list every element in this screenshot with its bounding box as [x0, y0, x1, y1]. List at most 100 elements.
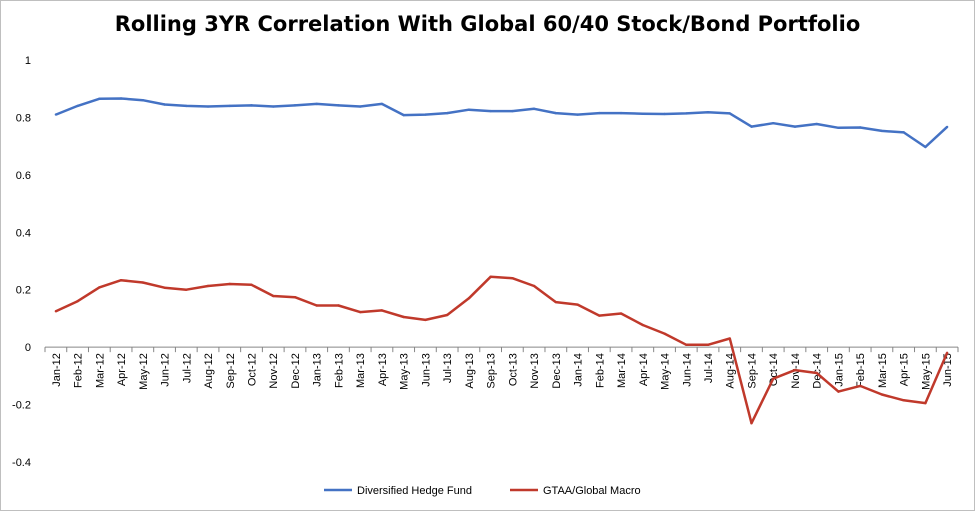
data-point	[250, 104, 253, 107]
data-point	[706, 111, 710, 114]
data-point	[815, 122, 818, 126]
data-point	[837, 126, 840, 129]
data-point	[685, 112, 688, 115]
x-tick-label: Aug-14	[725, 353, 737, 388]
data-point	[793, 125, 797, 128]
data-point	[185, 104, 188, 108]
data-point	[163, 103, 166, 106]
x-tick-label: Nov-12	[268, 353, 280, 388]
x-tick-label: May-13	[399, 353, 411, 390]
x-tick-label: Feb-14	[594, 353, 606, 388]
data-point	[554, 300, 558, 304]
y-tick-label: 0.2	[16, 285, 31, 297]
data-point	[359, 310, 362, 314]
x-tick-label: Jan-15	[833, 353, 845, 387]
x-tick-label: May-15	[920, 353, 932, 390]
x-tick-label: Oct-12	[247, 353, 259, 386]
y-tick-label: 0.6	[16, 170, 31, 182]
x-tick-label: Jun-15	[942, 353, 954, 387]
data-point	[445, 313, 449, 317]
data-point	[902, 399, 905, 402]
x-tick-label: Sep-12	[225, 353, 237, 388]
data-point	[880, 129, 884, 133]
x-tick-label: Apr-14	[638, 353, 650, 386]
data-point	[76, 300, 79, 303]
data-point	[141, 281, 145, 284]
data-point	[858, 384, 862, 388]
data-point	[924, 145, 927, 149]
x-tick-label: Apr-15	[899, 353, 911, 386]
x-tick-label: Jul-12	[181, 353, 193, 383]
data-point	[402, 113, 405, 117]
data-point	[228, 104, 231, 108]
data-point	[619, 312, 623, 315]
data-point	[206, 284, 210, 288]
x-tick-label: Oct-14	[768, 353, 780, 386]
data-point	[337, 304, 340, 307]
data-point	[598, 314, 601, 317]
data-point	[880, 393, 884, 396]
data-point	[706, 343, 710, 347]
data-point	[772, 121, 775, 125]
data-point	[619, 111, 623, 115]
data-point	[359, 105, 362, 108]
data-point	[815, 371, 818, 375]
data-point	[206, 105, 210, 108]
data-point	[945, 351, 949, 355]
x-tick-label: Sep-14	[746, 353, 758, 388]
x-tick-label: Feb-15	[855, 353, 867, 388]
x-tick-label: Jan-12	[51, 353, 63, 387]
x-tick-label: Dec-12	[290, 353, 302, 388]
x-tick-label: Mar-15	[877, 353, 889, 388]
legend-label: GTAA/Global Macro	[543, 485, 641, 497]
data-point	[858, 126, 862, 129]
data-point	[98, 97, 101, 100]
data-point	[793, 368, 797, 372]
data-point	[98, 286, 101, 289]
data-point	[228, 282, 231, 286]
x-tick-label: Dec-14	[812, 353, 824, 388]
x-tick-label: Jul-14	[703, 353, 715, 383]
data-point	[445, 111, 449, 115]
series-line-0	[55, 97, 948, 149]
x-tick-label: Jun-14	[681, 353, 693, 387]
data-point	[532, 284, 536, 288]
data-point	[272, 294, 275, 298]
data-point	[293, 295, 297, 299]
data-point	[272, 105, 275, 108]
data-point	[402, 315, 405, 319]
data-point	[945, 125, 949, 129]
y-tick-label: 0.4	[16, 227, 31, 239]
data-point	[663, 332, 666, 335]
x-tick-label: Jul-13	[442, 353, 454, 383]
data-point	[750, 422, 753, 425]
y-tick-label: -0.4	[12, 457, 31, 469]
data-point	[54, 310, 58, 313]
data-point	[119, 279, 123, 282]
series-line-1	[55, 275, 949, 425]
data-point	[250, 283, 253, 287]
x-tick-label: Aug-13	[464, 353, 476, 388]
data-point	[424, 318, 427, 322]
y-tick-label: 0.8	[16, 112, 31, 124]
data-point	[163, 286, 166, 289]
x-tick-label: Apr-12	[116, 353, 128, 386]
x-tick-label: May-12	[138, 353, 150, 390]
data-point	[576, 303, 579, 306]
y-tick-label: 1	[25, 55, 31, 67]
data-point	[185, 288, 188, 291]
data-point	[467, 108, 471, 111]
x-tick-label: Dec-13	[551, 353, 563, 388]
data-point	[424, 113, 427, 116]
data-point	[337, 104, 340, 107]
data-point	[511, 109, 514, 113]
x-tick-label: Jan-13	[312, 353, 324, 387]
data-point	[315, 102, 318, 106]
data-point	[467, 297, 471, 300]
x-tick-label: Jan-14	[573, 353, 585, 387]
x-tick-label: May-14	[660, 353, 672, 390]
x-tick-label: Apr-13	[377, 353, 389, 386]
data-point	[598, 111, 601, 115]
